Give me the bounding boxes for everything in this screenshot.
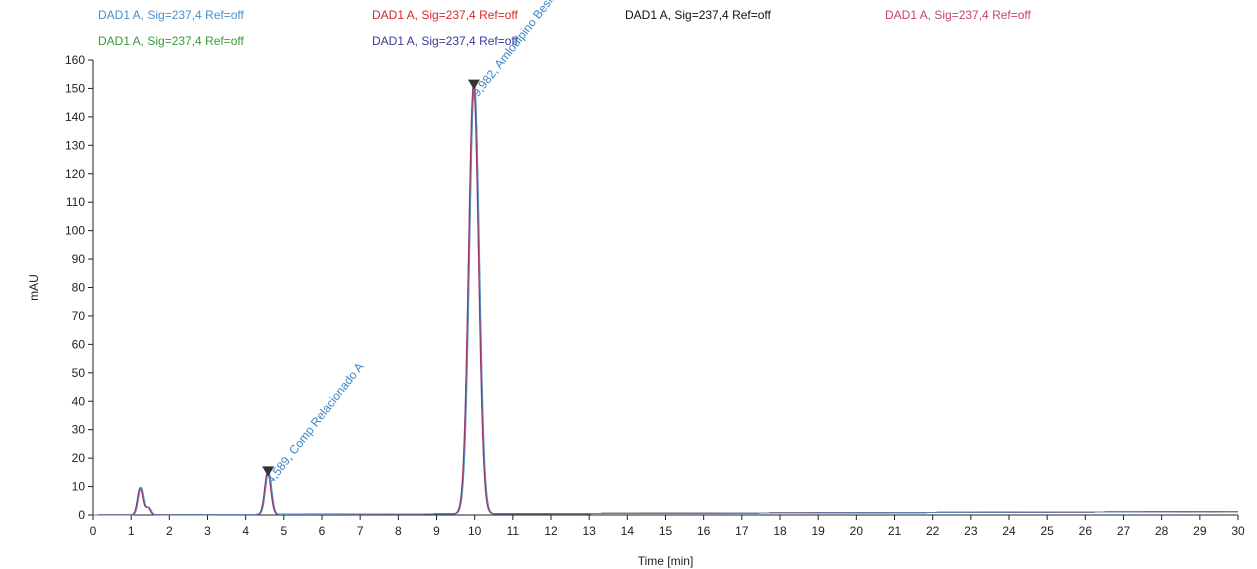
x-tick-label: 17	[735, 524, 749, 538]
x-tick-label: 25	[1040, 524, 1054, 538]
x-tick-label: 7	[357, 524, 364, 538]
x-tick-label: 24	[1002, 524, 1016, 538]
y-tick-label: 40	[72, 394, 86, 408]
x-tick-label: 8	[395, 524, 402, 538]
y-tick-label: 100	[65, 224, 85, 238]
traces	[93, 82, 1238, 516]
y-axis-label: mAU	[27, 274, 41, 301]
series-trace	[93, 83, 1238, 516]
x-tick-label: 10	[468, 524, 482, 538]
y-tick-label: 50	[72, 366, 86, 380]
y-tick-label: 70	[72, 309, 86, 323]
x-axis-label: Time [min]	[638, 554, 694, 568]
peak-marker	[467, 79, 480, 90]
x-tick-label: 6	[319, 524, 326, 538]
x-tick-label: 30	[1231, 524, 1245, 538]
x-tick-label: 27	[1117, 524, 1131, 538]
legend-entry: DAD1 A, Sig=237,4 Ref=off	[885, 8, 1032, 22]
x-tick-label: 9	[433, 524, 440, 538]
x-tick-label: 18	[773, 524, 787, 538]
y-tick-label: 30	[72, 423, 86, 437]
axes: 0102030405060708090100110120130140150160…	[65, 53, 1245, 538]
x-tick-label: 3	[204, 524, 211, 538]
x-tick-label: 4	[242, 524, 249, 538]
x-tick-label: 16	[697, 524, 711, 538]
series-trace	[93, 83, 1238, 516]
x-tick-label: 22	[926, 524, 940, 538]
x-tick-label: 1	[128, 524, 135, 538]
x-tick-label: 28	[1155, 524, 1169, 538]
y-tick-label: 140	[65, 110, 85, 124]
x-tick-label: 23	[964, 524, 978, 538]
x-tick-label: 12	[544, 524, 558, 538]
legend-entry: DAD1 A, Sig=237,4 Ref=off	[372, 8, 519, 22]
y-tick-label: 90	[72, 252, 86, 266]
x-tick-label: 5	[280, 524, 287, 538]
y-tick-label: 20	[72, 451, 86, 465]
x-tick-label: 20	[850, 524, 864, 538]
peak-label: 4,589, Comp Relacionado A	[263, 360, 366, 486]
x-tick-label: 21	[888, 524, 902, 538]
y-tick-label: 130	[65, 138, 85, 152]
x-tick-label: 14	[621, 524, 635, 538]
x-tick-label: 13	[582, 524, 596, 538]
legend: DAD1 A, Sig=237,4 Ref=off DAD1 A, Sig=237…	[98, 8, 1032, 48]
x-tick-label: 15	[659, 524, 673, 538]
series-trace	[93, 84, 1238, 516]
peak-marker	[262, 466, 275, 477]
x-tick-label: 2	[166, 524, 173, 538]
peak-markers: 4,589, Comp Relacionado A9,982, Amlodipi…	[262, 0, 568, 486]
x-tick-label: 0	[90, 524, 97, 538]
series-trace	[93, 83, 1238, 516]
x-tick-label: 11	[507, 524, 520, 538]
y-tick-label: 0	[78, 508, 85, 522]
legend-entry: DAD1 A, Sig=237,4 Ref=off	[372, 34, 519, 48]
legend-entry: DAD1 A, Sig=237,4 Ref=off	[98, 8, 245, 22]
x-tick-label: 19	[811, 524, 825, 538]
legend-entry: DAD1 A, Sig=237,4 Ref=off	[98, 34, 245, 48]
x-tick-label: 26	[1079, 524, 1093, 538]
y-tick-label: 160	[65, 53, 85, 67]
y-tick-label: 120	[65, 167, 85, 181]
y-tick-label: 10	[72, 480, 86, 494]
legend-entry: DAD1 A, Sig=237,4 Ref=off	[625, 8, 772, 22]
x-tick-label: 29	[1193, 524, 1207, 538]
y-tick-label: 80	[72, 281, 86, 295]
y-tick-label: 60	[72, 337, 86, 351]
y-tick-label: 150	[65, 81, 85, 95]
series-trace	[93, 82, 1238, 516]
series-trace	[93, 82, 1238, 516]
y-tick-label: 110	[66, 195, 85, 209]
